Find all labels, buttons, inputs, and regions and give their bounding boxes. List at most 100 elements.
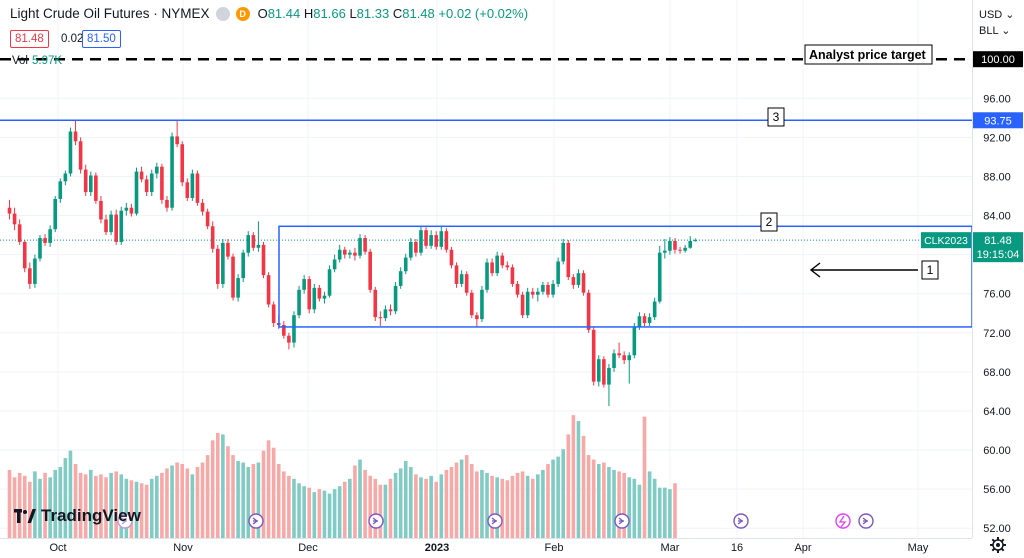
svg-text:100.00: 100.00 (981, 54, 1015, 66)
volume-bar (378, 484, 383, 538)
volume-bar (256, 462, 261, 538)
candle-body (454, 265, 459, 284)
volume-bar (312, 492, 317, 538)
volume-bars (7, 415, 677, 538)
horizontal-gridlines (0, 58, 972, 529)
volume-bar (180, 464, 185, 538)
volume-bar (226, 446, 230, 538)
candle-body (591, 329, 596, 382)
candle-body (688, 240, 693, 248)
svg-text:93.75: 93.75 (984, 115, 1012, 127)
candle-body (129, 207, 134, 214)
candle-body (139, 171, 144, 180)
candle-body (342, 249, 347, 255)
label-3[interactable]: 3 (767, 107, 785, 127)
label-2[interactable]: 2 (760, 212, 778, 232)
volume-bar (373, 478, 378, 538)
volume-bar (363, 469, 367, 538)
candle-body (657, 252, 662, 302)
candle-body (63, 173, 68, 182)
volume-bar (444, 469, 449, 538)
volume-bar (429, 475, 433, 538)
open-value: 81.44 (267, 6, 301, 21)
candle-body (88, 175, 93, 193)
unit-selector[interactable]: BLL ⌄ (979, 25, 1011, 37)
symbol-title[interactable]: Light Crude Oil Futures · NYMEX (10, 6, 210, 21)
time-tick-label: Oct (49, 542, 66, 554)
volume-bar (48, 477, 52, 538)
volume-bar (33, 471, 37, 538)
candle-body (480, 289, 484, 320)
range-rectangle-2[interactable] (278, 225, 973, 328)
volume-bar (94, 475, 98, 538)
volume-bar (58, 466, 63, 538)
current-price-badge: CLK2023 81.48 19:15:04 (921, 232, 1023, 263)
volume-bar (576, 421, 581, 538)
event-markers[interactable] (117, 513, 874, 529)
market-status-icon[interactable]: D (235, 6, 250, 21)
candle-body (536, 291, 540, 295)
candle-body (332, 259, 337, 270)
currency-selector[interactable]: USD ⌄ (979, 9, 1015, 21)
candle-body (586, 292, 591, 330)
candle-body (114, 214, 118, 242)
volume-bar (642, 416, 647, 538)
tradingview-icon (14, 509, 36, 523)
candle-body (68, 131, 73, 174)
countdown-timer: 19:15:04 (977, 249, 1020, 261)
volume-bar (480, 469, 484, 538)
volume-bar (602, 462, 606, 538)
volume-bar (17, 472, 22, 538)
candle-body (307, 279, 312, 310)
candle-body (398, 271, 403, 286)
tradingview-logo[interactable]: TradingView (14, 506, 141, 526)
candle-body (256, 244, 261, 248)
volume-bar (83, 474, 88, 538)
price-tick-label: 88.00 (983, 171, 1011, 183)
volume-bar (546, 464, 550, 538)
candle-body (607, 367, 611, 385)
candle-body (119, 210, 124, 242)
volume-bar (104, 477, 108, 538)
candle-body (373, 289, 378, 318)
volume-bar (297, 483, 301, 538)
volume-bar (129, 480, 134, 538)
time-tick-label: May (908, 542, 929, 554)
label-3-text: 3 (773, 110, 780, 124)
bid-price[interactable]: 81.48 (10, 30, 49, 48)
volume-value: 5.97K (32, 55, 63, 67)
candle-body (414, 241, 418, 253)
arrow-1[interactable]: 1 (809, 260, 939, 280)
candle-body (266, 275, 271, 305)
volume-bar (266, 440, 271, 538)
volume-bar (673, 483, 677, 538)
candle-body (485, 262, 489, 290)
volume-bar (434, 481, 439, 538)
analyst-target-label[interactable]: Analyst price target (804, 44, 933, 65)
price-candles (7, 119, 698, 407)
volume-bar (388, 478, 393, 538)
candle-body (134, 171, 139, 214)
price-tick-label: 96.00 (983, 93, 1011, 105)
volume-bar (190, 474, 195, 538)
volume-bar (205, 455, 210, 538)
candle-body (673, 240, 677, 250)
volume-bar (515, 472, 520, 538)
candle-body (409, 241, 413, 258)
candle-body (317, 287, 322, 299)
candle-body (144, 179, 149, 193)
time-axis[interactable]: Oct Nov Dec 2023 Feb Mar 16 Apr May (49, 542, 928, 554)
candle-body (327, 269, 332, 296)
candle-body (368, 251, 372, 290)
candle-body (200, 202, 205, 212)
settings-gear-icon[interactable] (990, 537, 1006, 553)
candle-body (99, 200, 103, 220)
ask-price[interactable]: 81.50 (82, 30, 121, 48)
candle-body (287, 335, 291, 343)
volume-bar (348, 478, 352, 538)
candle-body (581, 273, 586, 293)
candle-body (149, 173, 154, 193)
candle-body (175, 136, 179, 145)
candle-body (22, 241, 27, 269)
